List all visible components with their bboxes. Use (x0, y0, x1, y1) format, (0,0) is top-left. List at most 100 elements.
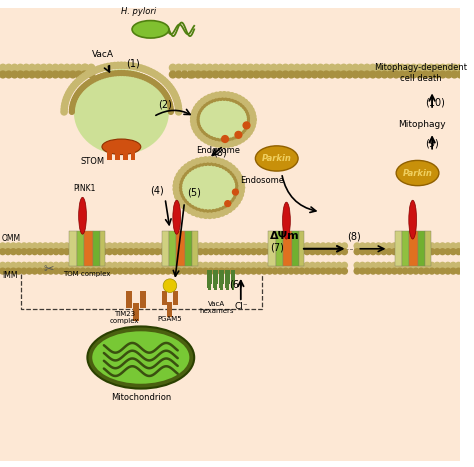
Circle shape (450, 268, 456, 274)
Circle shape (226, 92, 231, 98)
Circle shape (370, 262, 376, 268)
Circle shape (21, 268, 27, 274)
Circle shape (375, 268, 382, 274)
Circle shape (370, 268, 376, 274)
Circle shape (90, 78, 94, 83)
Circle shape (160, 77, 166, 83)
Circle shape (11, 64, 18, 71)
Circle shape (235, 243, 241, 249)
Circle shape (365, 249, 371, 255)
Bar (231, 270, 234, 288)
Circle shape (245, 132, 250, 137)
Circle shape (37, 268, 43, 274)
Circle shape (215, 209, 219, 213)
Circle shape (311, 71, 318, 78)
Circle shape (197, 208, 201, 212)
Circle shape (171, 249, 176, 255)
Circle shape (381, 268, 387, 274)
Circle shape (197, 124, 201, 128)
Circle shape (101, 243, 107, 249)
Circle shape (251, 268, 256, 274)
Circle shape (445, 243, 451, 249)
Circle shape (111, 63, 118, 69)
Circle shape (434, 243, 440, 249)
Ellipse shape (79, 197, 86, 234)
Circle shape (195, 158, 200, 164)
Bar (232, 270, 235, 290)
Circle shape (53, 262, 59, 268)
Circle shape (451, 64, 458, 71)
Circle shape (204, 102, 208, 106)
Circle shape (246, 262, 251, 268)
Circle shape (192, 268, 198, 274)
Circle shape (144, 268, 150, 274)
Circle shape (218, 71, 225, 78)
Circle shape (197, 268, 203, 274)
Circle shape (283, 243, 289, 249)
Circle shape (182, 249, 187, 255)
Circle shape (128, 71, 132, 76)
Circle shape (236, 186, 240, 190)
Circle shape (228, 203, 232, 206)
Circle shape (0, 262, 6, 268)
Circle shape (439, 268, 446, 274)
Circle shape (88, 71, 95, 78)
Circle shape (328, 71, 336, 78)
Circle shape (413, 243, 419, 249)
Circle shape (40, 64, 47, 71)
Circle shape (208, 162, 212, 165)
Circle shape (91, 262, 96, 268)
Circle shape (375, 262, 382, 268)
Circle shape (223, 161, 228, 166)
Circle shape (204, 210, 208, 214)
Text: STOM: STOM (81, 157, 105, 166)
Circle shape (386, 249, 392, 255)
Bar (77, 231, 84, 266)
Circle shape (304, 249, 310, 255)
Circle shape (397, 249, 403, 255)
Circle shape (315, 249, 321, 255)
Circle shape (201, 162, 204, 166)
Circle shape (331, 268, 337, 274)
Circle shape (0, 64, 6, 71)
Circle shape (364, 64, 371, 71)
Bar (107, 151, 112, 160)
Circle shape (386, 262, 392, 268)
Bar (292, 231, 299, 266)
Circle shape (81, 85, 86, 89)
Circle shape (358, 71, 365, 78)
Circle shape (79, 75, 85, 81)
Circle shape (402, 249, 408, 255)
Circle shape (216, 212, 221, 217)
Circle shape (264, 71, 272, 78)
Circle shape (413, 268, 419, 274)
Circle shape (171, 268, 176, 274)
Circle shape (247, 115, 251, 119)
Text: Parkin: Parkin (402, 169, 432, 177)
Circle shape (267, 268, 273, 274)
Circle shape (402, 243, 408, 249)
Circle shape (310, 243, 315, 249)
Circle shape (64, 93, 71, 99)
Circle shape (236, 183, 239, 186)
Circle shape (190, 205, 194, 209)
Circle shape (342, 249, 347, 255)
Circle shape (288, 243, 294, 249)
Circle shape (87, 80, 92, 85)
Circle shape (225, 205, 229, 209)
Text: (10): (10) (425, 97, 445, 107)
Circle shape (178, 190, 182, 194)
Circle shape (141, 75, 146, 79)
Circle shape (81, 64, 88, 71)
Bar (123, 151, 128, 160)
Circle shape (69, 64, 76, 71)
Circle shape (160, 262, 166, 268)
Circle shape (206, 100, 210, 104)
Circle shape (207, 139, 212, 145)
Bar (283, 231, 292, 266)
Circle shape (178, 181, 182, 185)
Circle shape (123, 268, 128, 274)
Circle shape (155, 268, 161, 274)
Circle shape (203, 96, 209, 102)
Circle shape (233, 168, 238, 173)
